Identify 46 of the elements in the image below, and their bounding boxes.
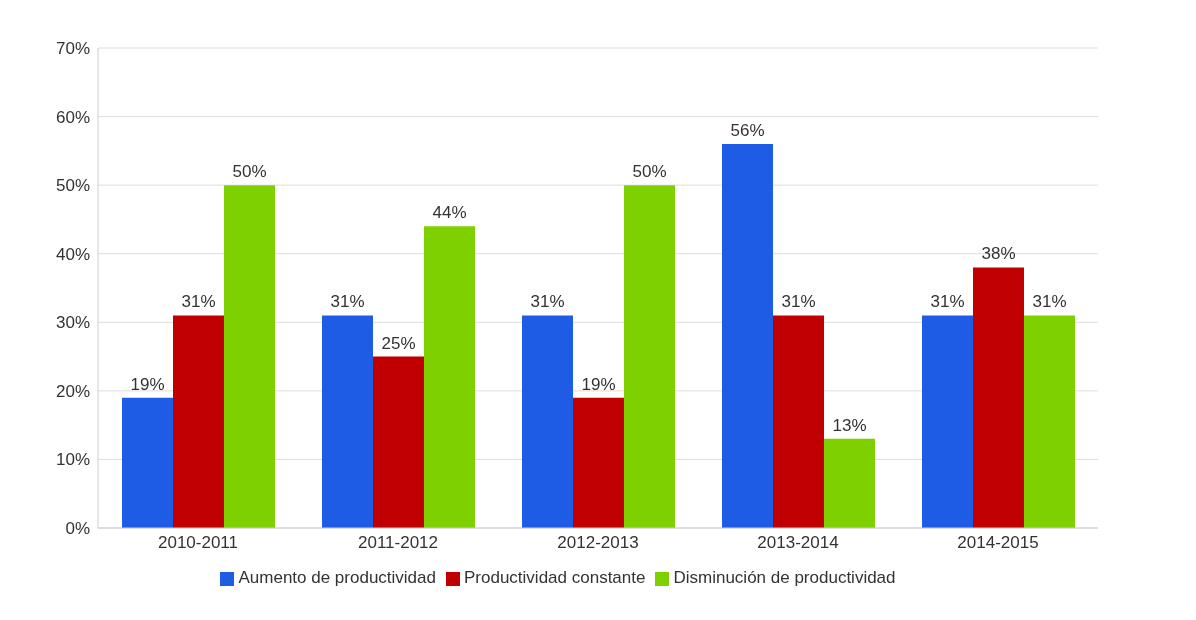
bar (122, 397, 173, 528)
bar (373, 356, 424, 528)
data-label: 13% (832, 415, 867, 435)
y-tick-label: 60% (55, 107, 90, 127)
data-label: 50% (632, 162, 667, 182)
y-tick-label: 0% (65, 519, 90, 539)
x-tick-label: 2013-2014 (757, 533, 839, 553)
data-label: 31% (781, 292, 816, 312)
bar (424, 226, 475, 528)
data-label: 31% (181, 292, 216, 312)
bar (1024, 315, 1075, 528)
y-tick-label: 10% (55, 450, 90, 470)
data-label: 31% (530, 292, 565, 312)
bar (173, 315, 224, 528)
y-tick-label: 20% (55, 381, 90, 401)
x-tick-label: 2010-2011 (157, 533, 239, 553)
bar (522, 315, 573, 528)
legend-label: Aumento de productividad (238, 568, 436, 587)
x-tick-label: 2011-2012 (357, 533, 439, 553)
data-label: 31% (1032, 292, 1067, 312)
y-tick-label: 30% (55, 313, 90, 333)
bar (773, 315, 824, 528)
x-tick-label: 2014-2015 (957, 533, 1039, 553)
bar (624, 185, 675, 528)
y-tick-label: 70% (55, 39, 90, 59)
y-tick-label: 40% (55, 244, 90, 264)
y-tick-label: 50% (55, 176, 90, 196)
data-label: 25% (381, 333, 416, 353)
bar (973, 267, 1024, 528)
bar (824, 438, 875, 528)
data-label: 38% (981, 244, 1016, 264)
data-label: 19% (581, 374, 616, 394)
data-label: 44% (432, 203, 467, 223)
bar (922, 315, 973, 528)
data-label: 31% (330, 292, 365, 312)
x-tick-label: 2012-2013 (557, 533, 639, 553)
bar (322, 315, 373, 528)
legend-label: Productividad constante (464, 568, 646, 587)
data-label: 50% (232, 162, 267, 182)
bar (722, 144, 773, 528)
bar (224, 185, 275, 528)
data-label: 19% (130, 374, 165, 394)
legend-label: Disminución de productividad (673, 568, 896, 587)
bar (573, 397, 624, 528)
data-label: 31% (930, 292, 965, 312)
data-label: 56% (730, 121, 765, 140)
